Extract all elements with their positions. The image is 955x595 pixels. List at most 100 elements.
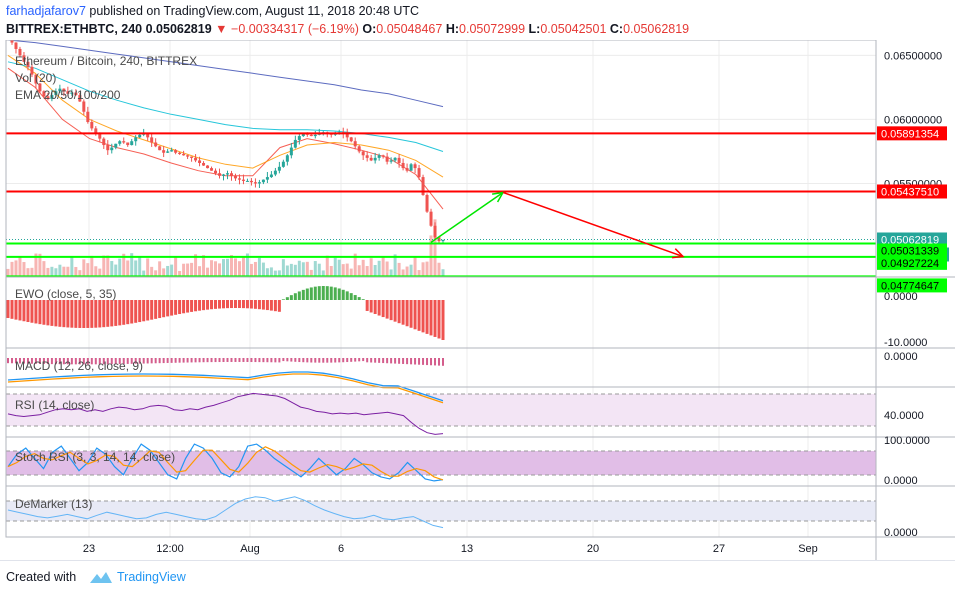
macd-histogram-bar: [62, 358, 65, 365]
volume-bar: [138, 256, 142, 277]
macd-histogram-bar: [26, 358, 29, 364]
volume-bar: [182, 263, 186, 277]
chart-canvas[interactable]: 0.065000000.060000000.055000000.05891354…: [0, 40, 955, 560]
ewo-bar: [78, 300, 82, 328]
volume-bar: [285, 265, 289, 277]
macd-histogram-bar: [302, 358, 305, 363]
macd-histogram-bar: [270, 358, 273, 363]
candle-body: [150, 137, 154, 143]
tradingview-cloud-icon[interactable]: [88, 569, 114, 585]
horizontal-levels[interactable]: [6, 132, 876, 278]
candle-body: [70, 92, 74, 94]
candle-body: [94, 128, 98, 134]
candle-body: [66, 91, 70, 94]
candle-body: [182, 154, 186, 156]
ewo-bar: [222, 300, 226, 309]
volume-bar: [301, 262, 305, 277]
ewo-bar: [198, 300, 202, 311]
volume-bar: [178, 270, 182, 277]
volume-bar: [341, 264, 345, 277]
candle-body: [353, 141, 357, 147]
macd-histogram-bar: [230, 358, 233, 362]
macd-histogram-bar: [158, 358, 161, 364]
candle-body: [433, 225, 437, 238]
macd-histogram-bar: [250, 358, 253, 363]
ewo-bar: [206, 300, 210, 310]
volume-bar: [297, 260, 301, 277]
rsi-legend: RSI (14, close): [15, 398, 94, 412]
macd-histogram-bar: [202, 358, 205, 363]
macd-histogram-bar: [198, 358, 201, 363]
volume-bar: [265, 268, 269, 277]
ewo-bar: [305, 288, 309, 300]
volume-bar: [369, 258, 373, 277]
ewo-bar: [301, 289, 305, 300]
ewo-bar: [257, 300, 261, 310]
volume-bar: [241, 256, 245, 277]
ewo-bar: [349, 293, 353, 300]
macd-histogram-bar: [382, 358, 385, 364]
macd-histogram-bar: [374, 358, 377, 363]
candle-body: [166, 151, 170, 153]
volume-bar: [365, 266, 369, 277]
volume-bar: [190, 262, 194, 277]
volume-bar: [10, 261, 14, 277]
down-triangle-icon: ▼: [215, 22, 228, 36]
macd-histogram-bar: [162, 358, 165, 364]
candle-body: [18, 48, 22, 56]
volume-bar: [377, 260, 381, 277]
ewo-bar: [441, 300, 445, 340]
price-axis: 0.065000000.060000000.055000000.05891354…: [877, 50, 949, 539]
macd-histogram-bar: [298, 358, 301, 363]
rsi-band: [6, 394, 876, 426]
volume-bar: [158, 261, 162, 277]
volume-bar: [162, 268, 166, 277]
candle-body: [365, 155, 369, 158]
macd-histogram-bar: [42, 358, 45, 364]
macd-histogram-bar: [150, 358, 153, 364]
volume-bar: [22, 262, 26, 277]
ewo-bar: [401, 300, 405, 325]
candle-body: [86, 111, 90, 122]
ewo-bar: [134, 300, 138, 323]
volume-bar: [425, 261, 429, 277]
volume-bar: [118, 258, 122, 277]
ewo-bar: [182, 300, 186, 314]
high-value: 0.05072999: [459, 22, 526, 36]
ewo-bar: [50, 300, 54, 326]
price-marker-label: 0.04927224: [881, 258, 939, 270]
macd-histogram-bar: [78, 358, 81, 365]
macd-histogram-bar: [410, 358, 413, 365]
candle-body: [441, 239, 445, 242]
ewo-bar: [361, 299, 365, 300]
price-marker-box: [877, 184, 947, 199]
macd-histogram-bar: [122, 358, 125, 364]
candle-body: [393, 157, 397, 161]
candle-body: [134, 137, 138, 142]
macd-histogram-bar: [46, 358, 49, 365]
author-link[interactable]: farhadjafarov7: [6, 4, 86, 18]
trend-arrows[interactable]: [430, 191, 685, 259]
trend-arrow-line: [502, 191, 684, 258]
volume-bar: [329, 265, 333, 277]
volume-bar: [218, 263, 222, 277]
candle-body: [297, 136, 301, 140]
ewo-bar: [297, 291, 301, 300]
open-value: 0.05048467: [376, 22, 443, 36]
candle-body: [170, 150, 174, 152]
time-axis: 23 12:00 Aug 6 13 20 27 Sep: [83, 543, 818, 555]
tradingview-brand-link[interactable]: TradingView: [117, 570, 186, 584]
candle-body: [417, 168, 421, 178]
ewo-bar: [313, 286, 317, 300]
macd-histogram-bar: [114, 358, 117, 365]
macd-histogram-bar: [310, 358, 313, 363]
candle-body: [62, 88, 66, 92]
macd-histogram-bar: [398, 358, 401, 364]
macd-histogram-bar: [102, 358, 105, 365]
candle-body: [225, 173, 229, 175]
volume-bar: [194, 254, 198, 277]
volume-bar: [30, 267, 34, 277]
ewo-bar: [106, 300, 110, 327]
volume-bar: [54, 268, 58, 277]
candle-body: [210, 168, 214, 171]
